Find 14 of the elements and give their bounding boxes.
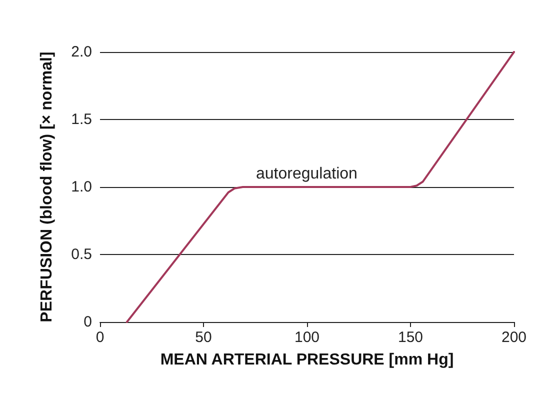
x-tick-label: 150 [398, 329, 424, 346]
x-tick-label: 50 [195, 329, 212, 346]
y-tick-label: 2.0 [71, 44, 92, 60]
x-tick-label: 100 [294, 329, 320, 346]
x-tick-label: 0 [96, 329, 104, 346]
y-tick-label: 0.5 [71, 246, 92, 263]
line-series [126, 51, 515, 323]
x-axis-title: MEAN ARTERIAL PRESSURE [mm Hg] [160, 352, 454, 368]
y-tick-label: 1.5 [71, 111, 92, 128]
x-tick-label: 200 [501, 329, 527, 346]
y-tick-label: 0 [84, 314, 92, 330]
annotation: autoregulation [256, 166, 358, 182]
y-axis-title: PERFUSION (blood flow) [× normal] [38, 52, 56, 322]
y-tick-label: 1.0 [71, 178, 92, 196]
